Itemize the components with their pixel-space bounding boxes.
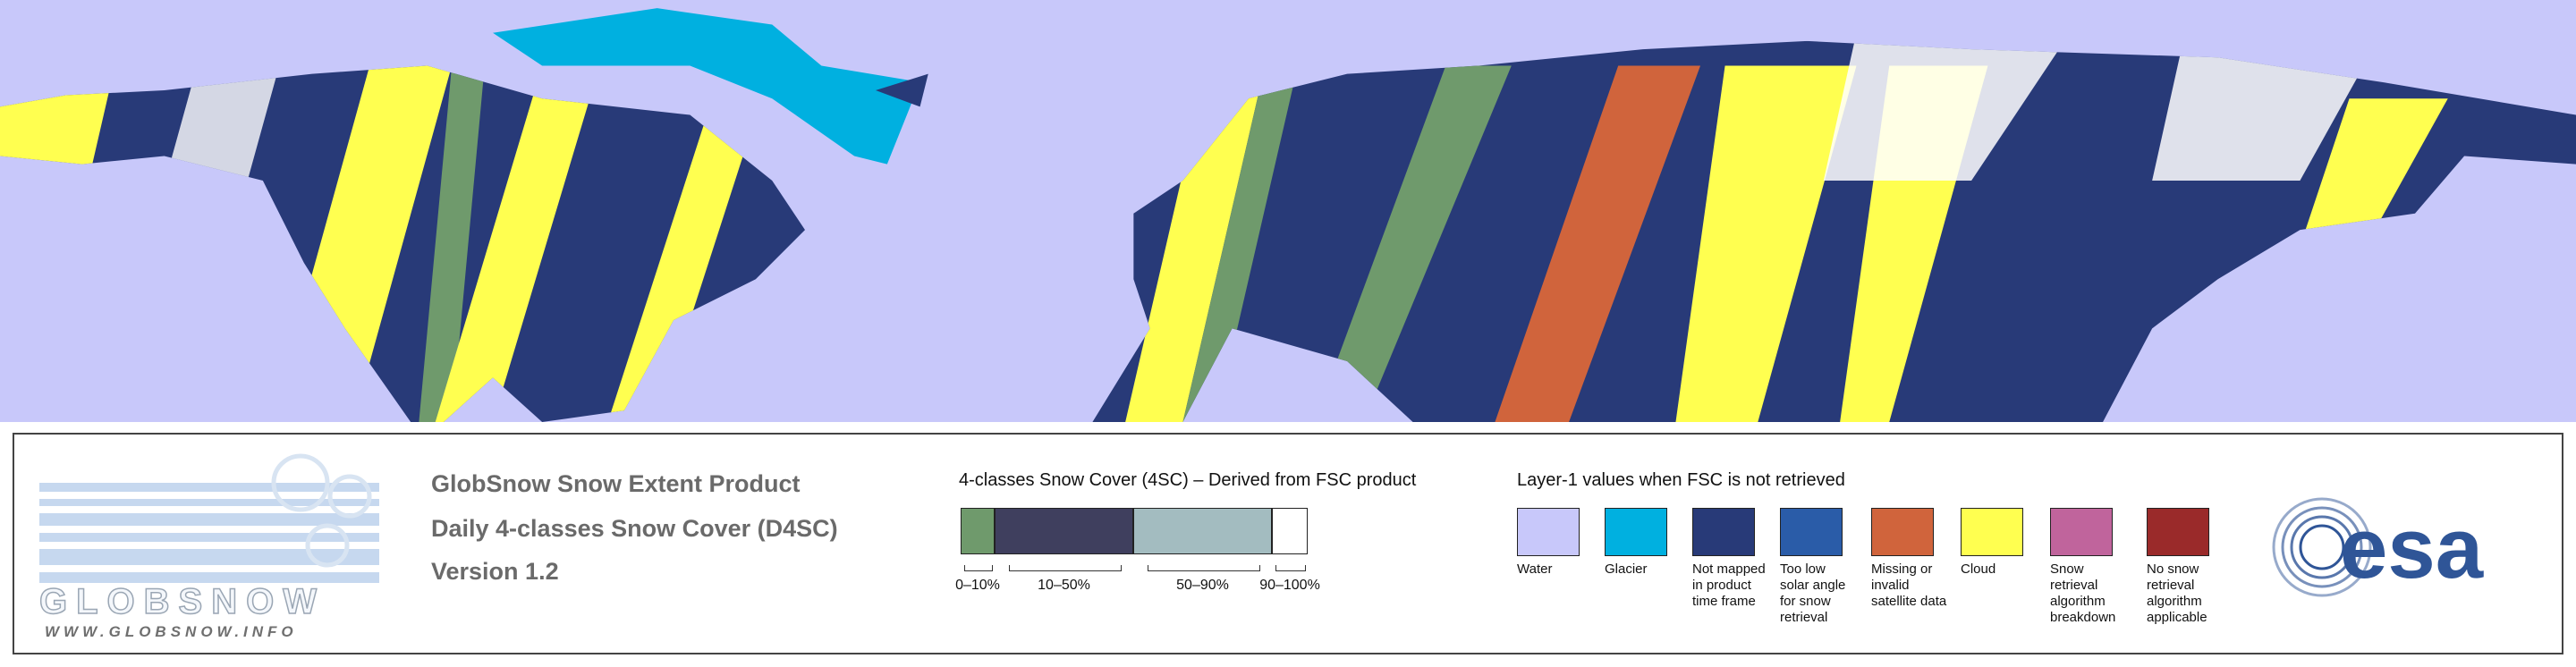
layer1-label: No snow retrieval algorithm applicable	[2147, 561, 2207, 625]
layer1-label: Snow retrieval algorithm breakdown	[2050, 561, 2116, 625]
globsnow-logo: GLOBSNOW WWW.GLOBSNOW.INFO	[38, 453, 379, 640]
snow-classes-title: 4-classes Snow Cover (4SC) – Derived fro…	[959, 470, 1417, 490]
snow-class-swatch	[1133, 508, 1272, 554]
layer1-label: Cloud	[1961, 561, 1996, 577]
layer1-swatch	[2050, 508, 2113, 556]
layer1-swatch	[2147, 508, 2209, 556]
snow-class-swatch	[995, 508, 1133, 554]
snow-class-brace	[963, 565, 994, 571]
layer1-title: Layer-1 values when FSC is not retrieved	[1517, 470, 1845, 490]
layer1-label: Water	[1517, 561, 1553, 577]
layer1-swatch	[1605, 508, 1667, 556]
esa-logo: esa	[2272, 497, 2484, 597]
snow-class-label: 90–100%	[1259, 578, 1320, 593]
layer1-swatch	[1961, 508, 2023, 556]
layer1-label: Too low solar angle for snow retrieval	[1780, 561, 1846, 625]
land	[0, 40, 2576, 422]
snow-class-label: 10–50%	[1038, 578, 1090, 593]
greenland-interior	[875, 73, 928, 107]
product-subtitle: Daily 4-classes Snow Cover (D4SC)	[431, 515, 838, 542]
snow-class-label: 0–10%	[955, 578, 1000, 593]
snow-class-brace	[1147, 565, 1260, 571]
snow-class-brace	[1008, 565, 1122, 571]
layer1-swatch	[1871, 508, 1934, 556]
snow-class-swatch	[1272, 508, 1308, 554]
legend-panel: GLOBSNOW WWW.GLOBSNOW.INFO GlobSnow Snow…	[13, 433, 2563, 654]
layer1-label: Not mapped in product time frame	[1692, 561, 1766, 609]
esa-text: esa	[2340, 501, 2484, 596]
snow-class-brace	[1275, 565, 1306, 571]
layer1-label: Missing or invalid satellite data	[1871, 561, 1947, 609]
product-version: Version 1.2	[431, 558, 559, 585]
snow-class-swatch	[961, 508, 995, 554]
layer1-swatch	[1692, 508, 1755, 556]
layer1-swatch	[1517, 508, 1580, 556]
logo-name: GLOBSNOW	[39, 582, 326, 621]
greenland	[493, 8, 920, 165]
layer1-swatch	[1780, 508, 1843, 556]
product-title: GlobSnow Snow Extent Product	[431, 470, 801, 497]
snow-map	[0, 0, 2576, 422]
snow-class-label: 50–90%	[1176, 578, 1229, 593]
logo-url: WWW.GLOBSNOW.INFO	[45, 623, 298, 640]
layer1-label: Glacier	[1605, 561, 1648, 577]
